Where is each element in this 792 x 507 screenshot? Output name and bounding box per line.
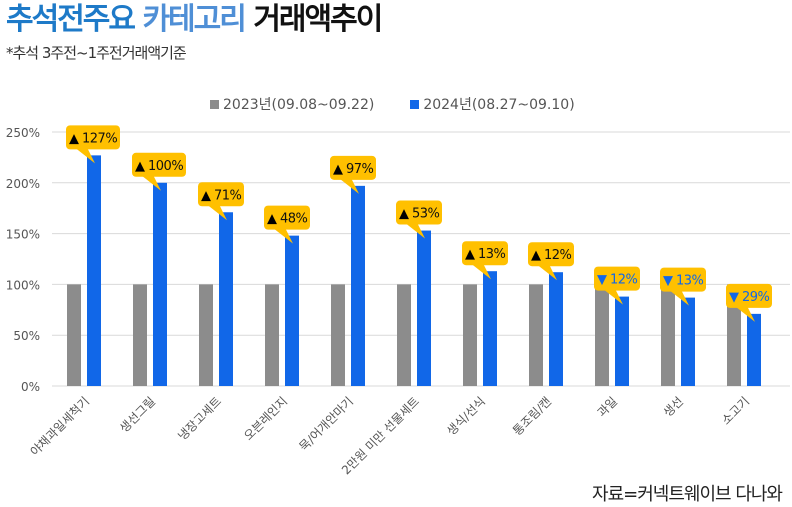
x-tick-label: 통조림/캔 (510, 394, 554, 438)
callout-10: ▼ 29% (726, 283, 772, 322)
x-tick-label: 생선그릴 (117, 394, 158, 435)
bar-2023 (727, 284, 741, 386)
bar-2024 (747, 313, 761, 386)
chart-title: 추석전주요 카테고리 거래액추이 (6, 0, 383, 40)
legend-item-2024: 2024년(08.27~09.10) (410, 94, 575, 114)
title-part-1: 추석전주요 (6, 2, 143, 37)
x-tick-label: 생식/선식 (444, 394, 488, 438)
svg-text:13%: 13% (478, 247, 506, 262)
y-tick-label: 100% (6, 278, 40, 292)
callout-8: ▼ 12% (594, 266, 640, 305)
x-tick-label: 야채과일세척기 (28, 394, 93, 459)
bar-2023 (133, 284, 147, 386)
bar-2024 (483, 271, 497, 386)
bar-2024 (285, 235, 299, 386)
svg-text:▲: ▲ (69, 131, 79, 146)
svg-text:▲: ▲ (531, 248, 541, 263)
callout-3: ▲ 48% (264, 205, 310, 244)
bar-2023 (199, 284, 213, 386)
bar-2023 (595, 284, 609, 386)
legend-item-2023: 2023년(09.08~09.22) (210, 94, 374, 114)
bar-2023 (463, 284, 477, 386)
svg-text:▲: ▲ (267, 212, 277, 227)
svg-text:100%: 100% (148, 159, 183, 174)
x-tick-label: 생선 (661, 394, 687, 420)
x-tick-label: 오븐레인지 (241, 394, 290, 443)
svg-text:53%: 53% (412, 207, 440, 222)
svg-text:▲: ▲ (201, 188, 211, 203)
svg-text:▲: ▲ (399, 207, 409, 222)
x-tick-label: 묵/어개안마기 (297, 394, 357, 454)
bar-2023 (265, 284, 279, 386)
bar-2023 (529, 284, 543, 386)
svg-text:48%: 48% (280, 212, 308, 227)
callout-6: ▲ 13% (462, 241, 508, 280)
bar-2024 (153, 182, 167, 386)
bar-2024 (219, 212, 233, 386)
y-tick-label: 50% (13, 329, 40, 343)
bar-2024 (87, 155, 101, 386)
callout-1: ▲ 100% (132, 152, 186, 191)
legend-swatch-2023 (210, 99, 219, 109)
svg-text:▲: ▲ (135, 159, 145, 174)
callout-2: ▲ 71% (198, 182, 244, 221)
callout-4: ▲ 97% (330, 155, 376, 194)
bar-2023 (67, 284, 81, 386)
change-callouts: ▲ 127%▲ 100%▲ 71%▲ 48%▲ 97%▲ 53%▲ 13% ▲ 12%▼ 12% ▼ 1… (66, 125, 772, 322)
callout-7: ▲ 12% (528, 242, 574, 281)
legend-label-2024: 2024년(08.27~09.10) (423, 97, 575, 113)
callout-9: ▼ 13% (660, 267, 706, 306)
title-part-3: 거래액추이 (253, 2, 383, 37)
callout-5: ▲ 53% (396, 200, 442, 239)
bar-2024 (615, 296, 629, 386)
svg-text:▲: ▲ (465, 247, 475, 262)
y-tick-label: 150% (6, 228, 40, 242)
legend-swatch-2024 (410, 99, 420, 109)
chart-subtitle: *추석 3주전~1주전거래액기준 (6, 44, 187, 62)
svg-text:29%: 29% (742, 290, 770, 305)
svg-text:127%: 127% (82, 131, 117, 146)
svg-text:97%: 97% (346, 162, 374, 177)
svg-text:12%: 12% (610, 273, 638, 288)
y-axis-ticks: 0% 50% 100% 150% 200% 250% (6, 126, 40, 394)
y-tick-label: 0% (21, 380, 40, 394)
bar-2023 (397, 284, 411, 386)
bars (67, 155, 761, 386)
bar-2023 (661, 284, 675, 386)
x-tick-label: 소고기 (719, 394, 752, 427)
y-tick-label: 250% (6, 126, 40, 140)
bar-2024 (417, 230, 431, 386)
source-note: 자료=커넥트웨이브 다나와 (592, 484, 783, 505)
bar-2024 (549, 272, 563, 386)
svg-text:12%: 12% (544, 248, 572, 263)
y-tick-label: 200% (6, 177, 40, 191)
x-tick-label: 냉장고세트 (175, 394, 224, 443)
svg-text:▼: ▼ (597, 273, 607, 288)
x-tick-label: 과일 (595, 394, 621, 420)
bar-2024 (351, 185, 365, 386)
chart-legend: 2023년(09.08~09.22) 2024년(08.27~09.10) (210, 94, 575, 114)
bar-2024 (681, 297, 695, 386)
bar-2023 (331, 284, 345, 386)
legend-label-2023: 2023년(09.08~09.22) (223, 97, 375, 113)
svg-text:▲: ▲ (333, 162, 343, 177)
svg-text:71%: 71% (214, 188, 242, 203)
callout-0: ▲ 127% (66, 125, 120, 164)
title-part-2: 카테고리 (142, 2, 254, 37)
svg-text:13%: 13% (676, 274, 704, 289)
svg-text:▼: ▼ (663, 274, 673, 289)
svg-text:▼: ▼ (729, 290, 739, 305)
